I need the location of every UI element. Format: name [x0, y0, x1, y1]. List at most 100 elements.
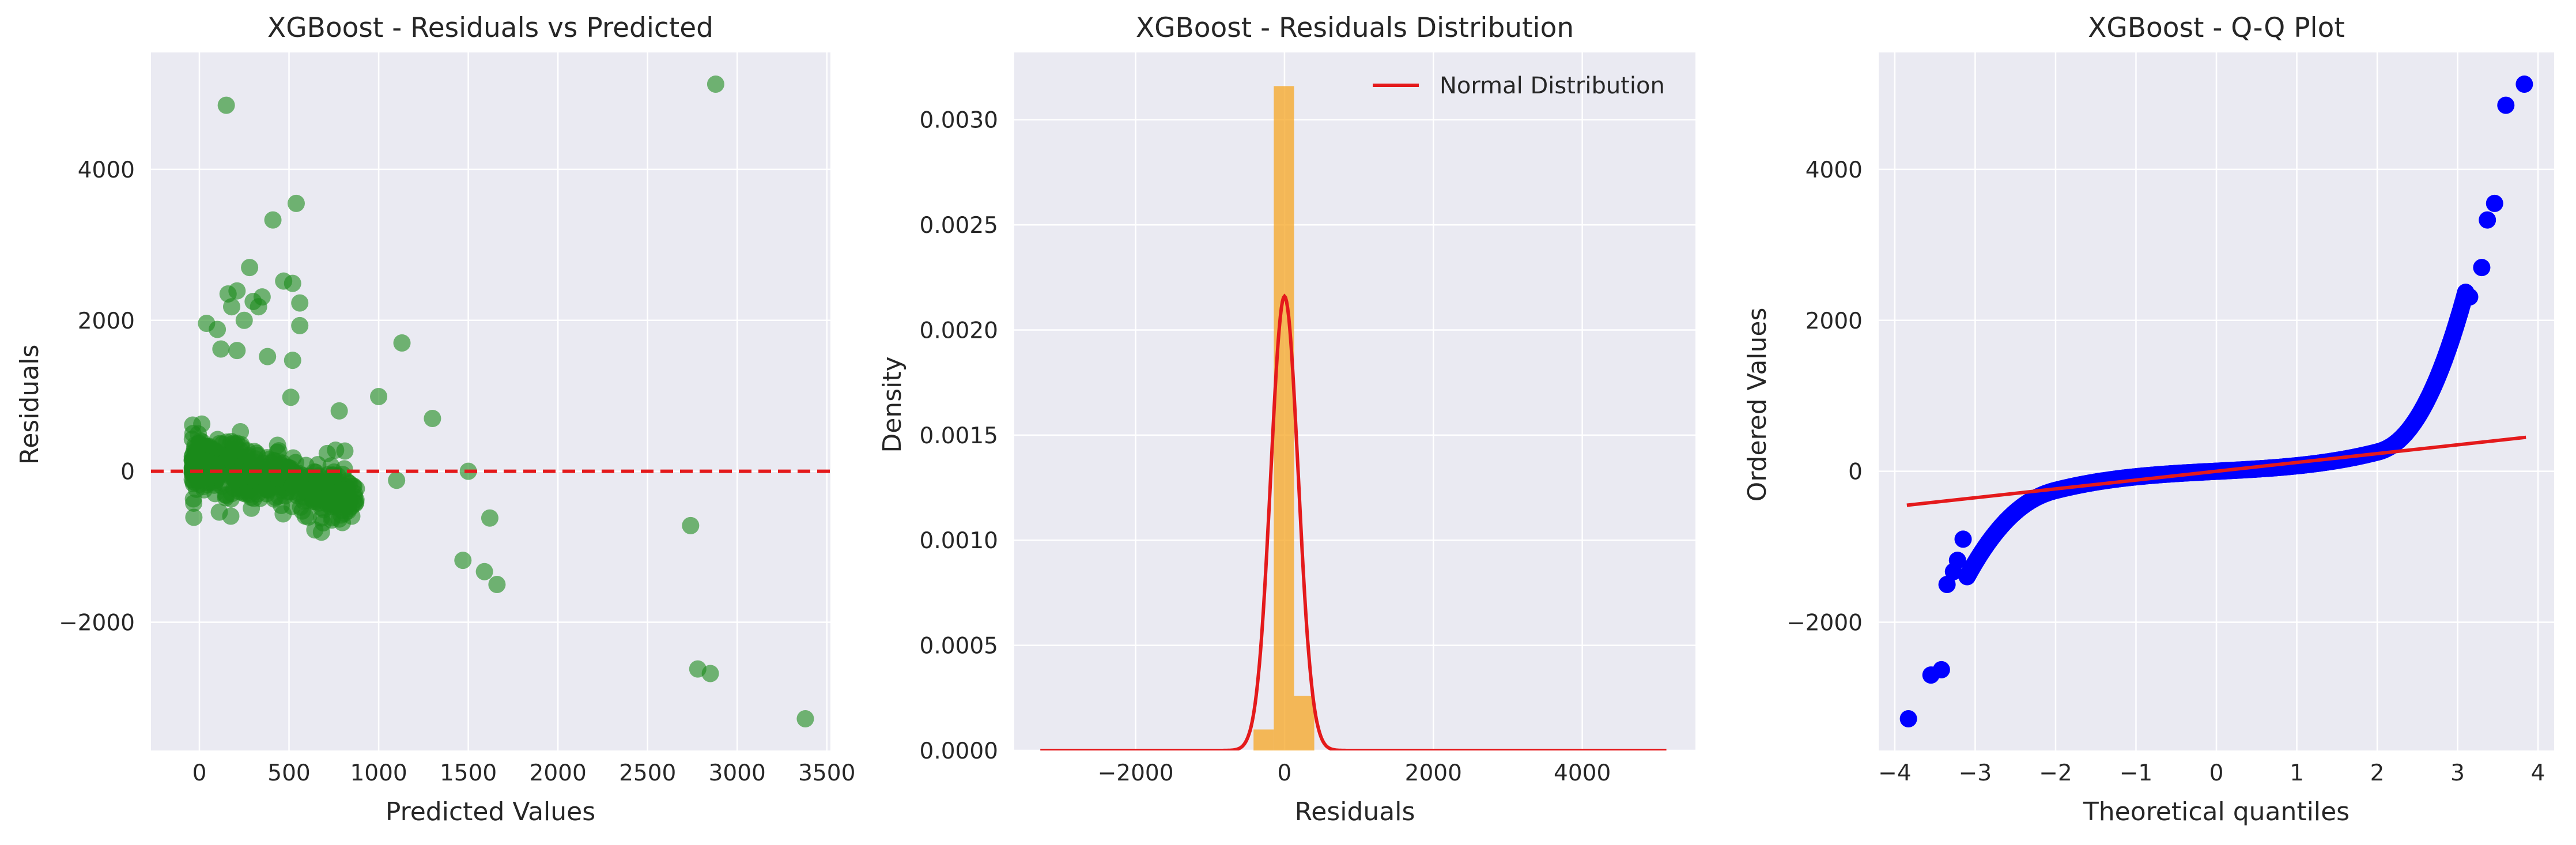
- qq-point: [2515, 75, 2533, 93]
- qq-point: [2461, 288, 2479, 306]
- scatter-point: [185, 508, 203, 526]
- scatter-point: [314, 514, 332, 532]
- scatter-point: [336, 442, 354, 460]
- scatter-point: [241, 259, 259, 277]
- scatter-point: [320, 494, 338, 512]
- scatter-point: [291, 294, 309, 312]
- legend-label: Normal Distribution: [1440, 73, 1665, 99]
- scatter-point: [284, 477, 301, 495]
- plot-area: −2000 0 2000 4000 0.0000 0.0005 0.0010 0.0015 0.…: [920, 52, 1695, 786]
- x-tick-label: 1: [2290, 760, 2304, 786]
- x-tick-label: −4: [1878, 760, 1912, 786]
- scatter-point: [284, 352, 301, 369]
- scatter-point: [481, 509, 498, 527]
- qq-plot-panel: −4 −3 −2 −1 0 1 2 3 4 −2000 0 2000 4000 XGBoost - Q-…: [1743, 12, 2554, 827]
- panel-title: XGBoost - Q-Q Plot: [2088, 12, 2345, 44]
- scatter-point: [193, 433, 211, 451]
- scatter-point: [707, 75, 724, 93]
- qq-point: [2486, 194, 2503, 212]
- x-tick-label: −2: [2039, 760, 2072, 786]
- scatter-point: [258, 481, 276, 499]
- qq-point: [1938, 575, 1956, 593]
- scatter-point: [259, 348, 277, 365]
- scatter-point: [388, 471, 406, 489]
- y-tick-label: 2000: [78, 308, 135, 334]
- scatter-point: [274, 505, 292, 523]
- scatter-point: [488, 575, 506, 593]
- scatter-point: [393, 334, 411, 352]
- x-tick-label: 2: [2370, 760, 2385, 786]
- x-tick-label: 0: [1278, 760, 1292, 786]
- scatter-point: [232, 423, 250, 441]
- y-axis-label: Ordered Values: [1743, 308, 1772, 502]
- qq-point: [2497, 96, 2515, 114]
- scatter-point: [701, 665, 719, 682]
- x-axis-label: Residuals: [1295, 797, 1415, 827]
- scatter-point: [222, 298, 240, 316]
- y-tick-label: 2000: [1806, 308, 1863, 334]
- scatter-point: [291, 316, 309, 334]
- y-tick-label: 0.0020: [920, 318, 998, 344]
- y-tick-label: 4000: [1806, 157, 1863, 183]
- x-tick-label: 500: [267, 760, 310, 786]
- legend: Normal Distribution: [1373, 73, 1665, 99]
- qq-point: [1932, 661, 1950, 678]
- y-tick-label: −2000: [59, 610, 135, 636]
- y-tick-label: 0.0025: [920, 213, 998, 239]
- y-tick-label: 0.0030: [920, 108, 998, 134]
- scatter-point: [250, 298, 267, 316]
- y-tick-label: 0: [1848, 459, 1863, 485]
- qq-point: [1948, 552, 1966, 569]
- scatter-point: [184, 416, 202, 434]
- x-axis-label: Theoretical quantiles: [2083, 797, 2350, 827]
- x-tick-label: 3500: [798, 760, 855, 786]
- x-tick-label: 0: [2209, 760, 2224, 786]
- marks: [1899, 75, 2533, 728]
- scatter-point: [287, 194, 305, 212]
- panel-title: XGBoost - Residuals Distribution: [1136, 12, 1574, 44]
- scatter-point: [209, 320, 226, 338]
- y-tick-label: 0: [120, 459, 135, 485]
- y-tick-label: 0.0015: [920, 423, 998, 449]
- scatter-point: [231, 441, 249, 459]
- qq-point: [2479, 211, 2496, 229]
- x-tick-label: 3000: [709, 760, 766, 786]
- scatter-point: [210, 503, 228, 521]
- scatter-point: [323, 466, 341, 484]
- scatter-point: [282, 388, 300, 406]
- x-tick-label: 1000: [350, 760, 407, 786]
- scatter-point: [185, 494, 203, 512]
- y-tick-label: 4000: [78, 157, 135, 183]
- panel-title: XGBoost - Residuals vs Predicted: [267, 12, 713, 44]
- scatter-point: [454, 552, 472, 569]
- residuals-vs-predicted-panel: 0 500 1000 1500 2000 2500 3000 3500 −2000 0 2000 40…: [15, 12, 855, 827]
- scatter-point: [223, 485, 241, 503]
- scatter-point: [475, 563, 493, 580]
- scatter-point: [212, 340, 230, 358]
- marks: [151, 75, 830, 728]
- scatter-point: [330, 402, 348, 420]
- x-tick-label: 2000: [530, 760, 587, 786]
- x-tick-label: −2000: [1098, 760, 1174, 786]
- residuals-distribution-panel: −2000 0 2000 4000 0.0000 0.0005 0.0010 0.0015 0.…: [878, 12, 1695, 827]
- x-tick-label: 4: [2531, 760, 2545, 786]
- histogram-bar: [1253, 729, 1274, 750]
- x-axis-label: Predicted Values: [386, 797, 595, 827]
- scatter-point: [370, 387, 388, 405]
- qq-point: [1899, 710, 1917, 728]
- plot-area: −4 −3 −2 −1 0 1 2 3 4 −2000 0 2000 4000: [1786, 52, 2554, 786]
- qq-point: [1954, 530, 1972, 548]
- histogram-bar: [1294, 696, 1315, 750]
- scatter-point: [264, 211, 282, 229]
- y-tick-label: 0.0000: [920, 738, 998, 764]
- y-axis-label: Residuals: [15, 345, 44, 465]
- y-tick-label: −2000: [1786, 610, 1863, 636]
- y-tick-label: 0.0005: [920, 633, 998, 659]
- x-tick-label: 3: [2450, 760, 2465, 786]
- x-tick-label: 1500: [440, 760, 497, 786]
- scatter-point: [284, 449, 302, 467]
- scatter-point: [235, 311, 253, 329]
- scatter-point: [341, 492, 358, 510]
- x-tick-label: 2000: [1405, 760, 1462, 786]
